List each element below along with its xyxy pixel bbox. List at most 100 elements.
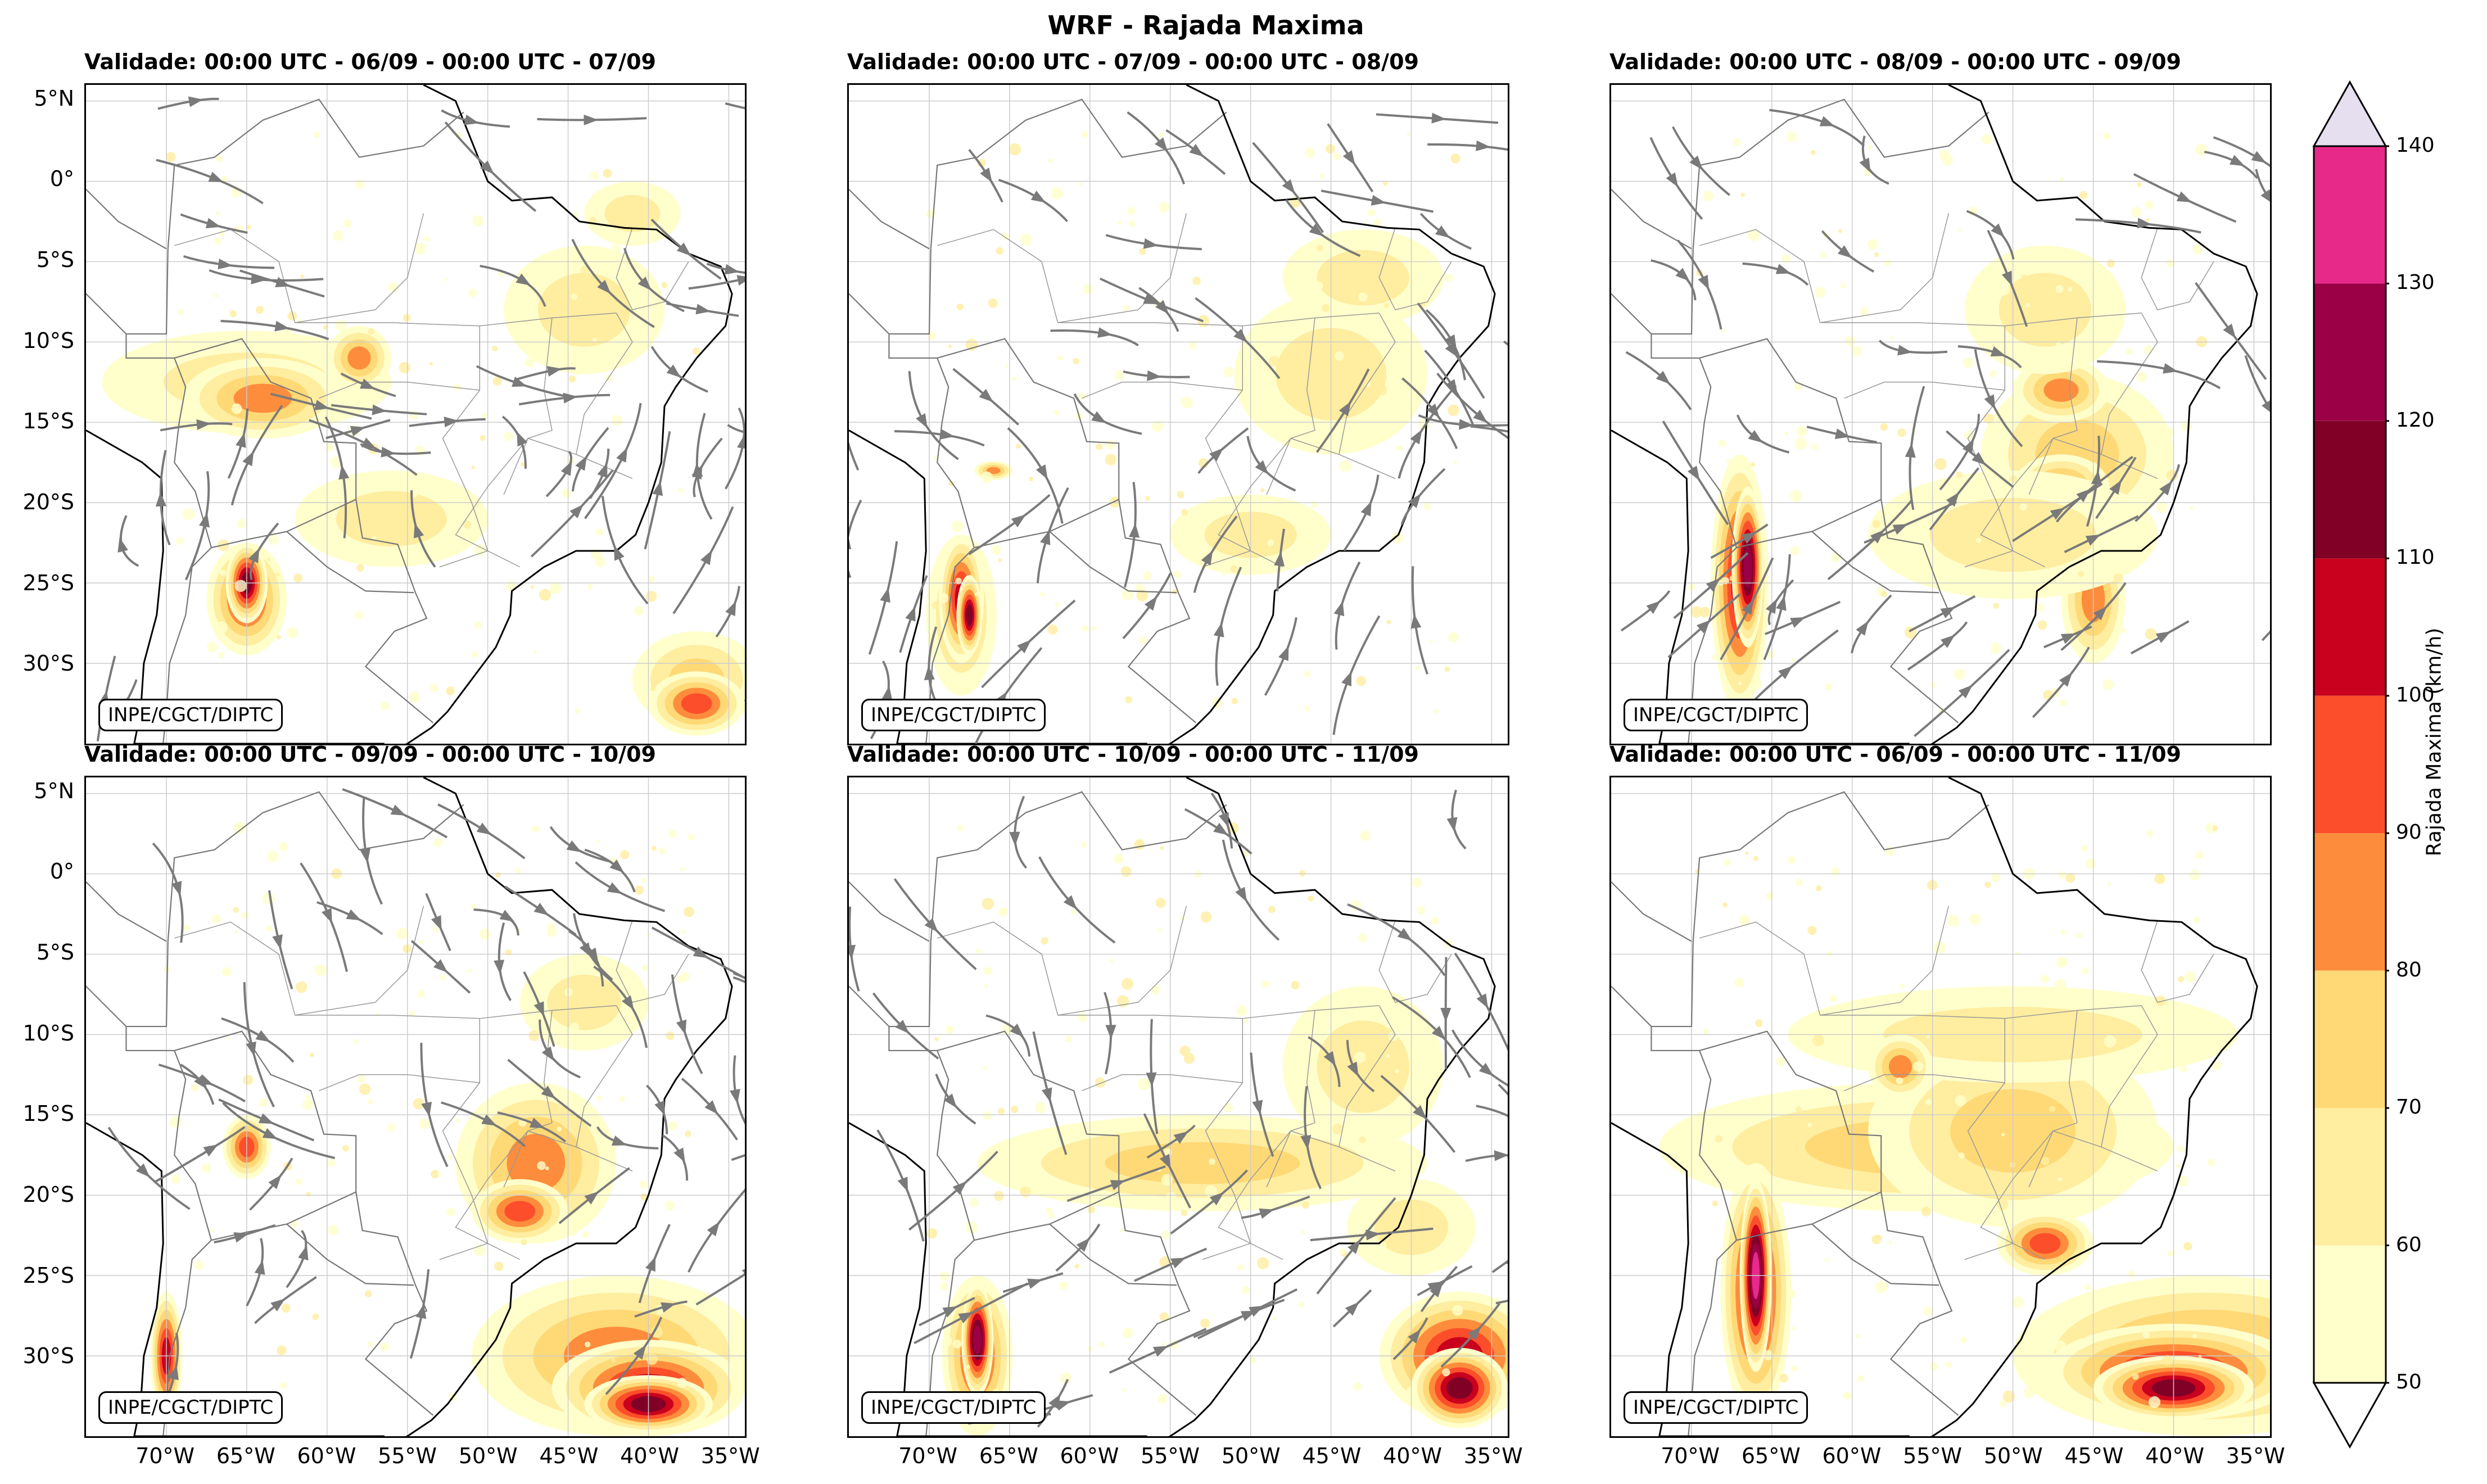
gust-speckle bbox=[664, 1200, 675, 1211]
streamline-arrow bbox=[1042, 1087, 1052, 1103]
gust-speckle bbox=[300, 274, 305, 279]
state-border bbox=[455, 438, 577, 568]
colorbar-segment bbox=[2314, 1245, 2386, 1383]
streamline-arrow bbox=[1300, 1134, 1312, 1150]
colorbar-tick-label: 120 bbox=[2396, 408, 2435, 432]
streamline bbox=[1451, 1029, 1508, 1087]
gust-speckle bbox=[1065, 1035, 1072, 1043]
graticule bbox=[849, 85, 1508, 744]
streamline-arrow bbox=[298, 1245, 309, 1261]
gust-speckle bbox=[1200, 911, 1212, 923]
state-border bbox=[503, 1010, 553, 1188]
streamline-arrow bbox=[2163, 363, 2178, 374]
streamline bbox=[731, 1154, 745, 1161]
gust-speckle bbox=[2192, 916, 2200, 924]
gust-speckle bbox=[1416, 666, 1420, 671]
gust-speckle bbox=[1886, 1196, 1895, 1205]
gust-speckle bbox=[1319, 173, 1324, 179]
gust-speckle bbox=[495, 872, 501, 878]
state-border bbox=[455, 1130, 577, 1260]
streamline-arrow bbox=[1778, 666, 1793, 680]
streamline-arrow bbox=[254, 1260, 265, 1275]
streamline-arrow bbox=[360, 378, 376, 390]
gust-speckle bbox=[1122, 1388, 1127, 1392]
gust-speckle bbox=[938, 592, 949, 603]
streamline-arrow bbox=[1675, 268, 1690, 282]
gust-speckle bbox=[590, 549, 602, 560]
gust-speckle bbox=[939, 1282, 948, 1291]
gust-speckle bbox=[1317, 245, 1323, 251]
gust-speckle bbox=[620, 1096, 625, 1102]
gust-speckle bbox=[1358, 292, 1368, 302]
gust-speckle bbox=[1790, 546, 1800, 556]
state-border bbox=[1964, 325, 2014, 568]
gust-speckle bbox=[2054, 1340, 2067, 1352]
gust-speckle bbox=[1256, 1257, 1269, 1270]
gust-speckle bbox=[201, 340, 211, 350]
gust-speckle bbox=[2078, 571, 2084, 577]
gust-speckle bbox=[279, 327, 292, 340]
gust-speckle bbox=[1926, 1035, 1930, 1039]
streamline-arrow bbox=[464, 114, 480, 125]
gust-speckle bbox=[1157, 1394, 1168, 1404]
gust-speckle bbox=[957, 824, 964, 831]
streamline-arrow bbox=[499, 910, 515, 922]
gust-speckle bbox=[1786, 132, 1797, 142]
gust-speckle bbox=[1410, 1152, 1421, 1162]
gust-speckle bbox=[505, 949, 512, 956]
gust-speckle bbox=[1734, 978, 1744, 988]
gust-speckle bbox=[998, 558, 1002, 563]
gust-speckle bbox=[1831, 552, 1841, 563]
gust-speckle bbox=[1958, 1152, 1965, 1159]
gust-contour bbox=[547, 974, 621, 1030]
gust-speckle bbox=[387, 1123, 396, 1132]
streamline-arrow bbox=[390, 804, 406, 816]
longitude-tick-label: 60°W bbox=[297, 1444, 356, 1468]
gust-speckle bbox=[267, 850, 279, 862]
longitude-tick-label: 65°W bbox=[1741, 1444, 1801, 1468]
gust-speckle bbox=[314, 132, 320, 138]
gust-speckle bbox=[1354, 376, 1360, 382]
streamline-arrow bbox=[1410, 613, 1422, 629]
gust-speckle bbox=[1358, 933, 1367, 943]
gust-speckle bbox=[1291, 980, 1300, 990]
streamline bbox=[152, 842, 184, 943]
gust-speckle bbox=[306, 1192, 311, 1197]
gust-speckle bbox=[1308, 895, 1314, 902]
gust-speckle bbox=[227, 1037, 230, 1041]
streamline-arrow bbox=[611, 1135, 627, 1146]
streamline bbox=[732, 976, 745, 983]
gust-speckle bbox=[1160, 846, 1164, 850]
gust-speckle bbox=[1367, 209, 1376, 217]
gust-speckle bbox=[471, 651, 478, 658]
gust-speckle bbox=[504, 431, 514, 441]
gust-speckle bbox=[676, 975, 685, 983]
streamline-arrow bbox=[1467, 1326, 1482, 1341]
panel-3-title: Validade: 00:00 UTC - 08/09 - 00:00 UTC … bbox=[1609, 49, 2181, 74]
gust-speckle bbox=[1790, 490, 1802, 503]
streamline-arrow bbox=[517, 431, 528, 447]
streamline-arrow bbox=[666, 364, 681, 378]
state-border bbox=[1964, 1018, 2014, 1260]
colorbar-tick-label: 60 bbox=[2396, 1233, 2422, 1256]
gust-speckle bbox=[2180, 1065, 2187, 1073]
gust-speckle bbox=[1960, 1337, 1967, 1343]
gust-speckle bbox=[1874, 252, 1879, 257]
gust-speckle bbox=[399, 361, 411, 374]
streamline-arrow bbox=[1905, 443, 1916, 458]
gust-speckle bbox=[2192, 244, 2203, 255]
gust-speckle bbox=[1095, 1077, 1106, 1088]
streamline-arrow bbox=[1076, 1238, 1091, 1252]
streamline-arrow bbox=[1282, 179, 1295, 194]
gust-speckle bbox=[1299, 870, 1306, 877]
gust-speckle bbox=[2049, 1106, 2056, 1112]
gust-speckle bbox=[1165, 1192, 1177, 1203]
gust-speckle bbox=[661, 282, 668, 288]
gust-speckle bbox=[1955, 1094, 1966, 1107]
streamline-arrow bbox=[274, 320, 290, 332]
gust-speckle bbox=[1272, 1316, 1277, 1320]
country-border bbox=[1699, 358, 1738, 548]
gust-speckle bbox=[926, 209, 935, 218]
gust-speckle bbox=[2059, 699, 2067, 707]
streamline-arrow bbox=[1201, 550, 1213, 565]
